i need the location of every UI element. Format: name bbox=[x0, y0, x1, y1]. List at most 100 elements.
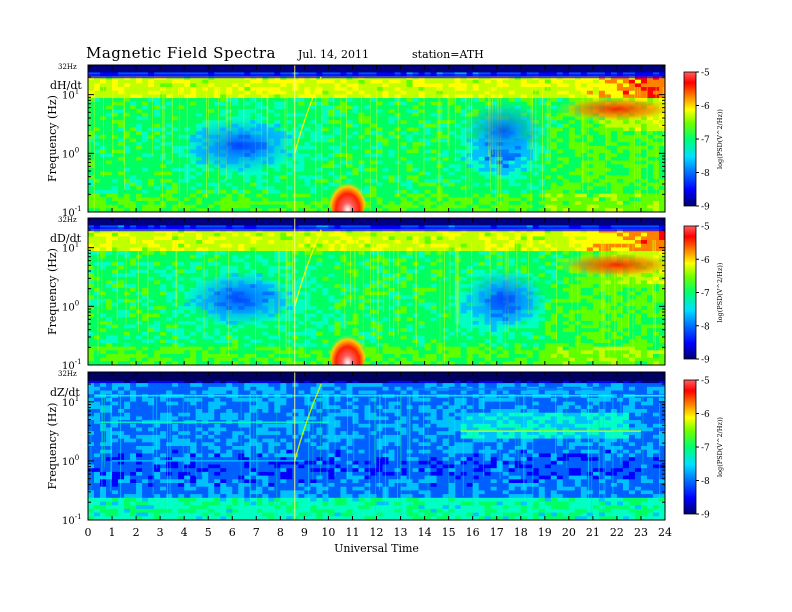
spectrogram-cell bbox=[448, 101, 456, 107]
spectrogram-cell bbox=[166, 236, 173, 241]
spectrogram-cell bbox=[556, 112, 564, 118]
spectrogram-cell bbox=[370, 167, 378, 173]
spectrogram-cell bbox=[172, 357, 179, 362]
spectrogram-cell bbox=[118, 265, 125, 271]
spectrogram-cell bbox=[646, 123, 654, 129]
spectrogram-cell bbox=[424, 105, 432, 110]
spectrogram-cell bbox=[316, 193, 324, 198]
spectrogram-cell bbox=[136, 309, 143, 315]
spectrogram-cell bbox=[508, 208, 516, 212]
spectrogram-cell bbox=[94, 193, 101, 198]
spectrogram-cell bbox=[160, 197, 167, 202]
spectrogram-cell bbox=[160, 101, 167, 107]
spectrogram-cell bbox=[334, 109, 342, 114]
spectrogram-cell bbox=[106, 306, 113, 311]
spectrogram-cell bbox=[592, 131, 600, 136]
spectrogram-cell bbox=[382, 186, 390, 191]
spectrogram-cell bbox=[316, 127, 324, 132]
spectrogram-cell bbox=[280, 116, 287, 121]
spectrogram-cell bbox=[172, 131, 179, 136]
spectrogram-cell bbox=[172, 232, 179, 237]
spectrogram-cell bbox=[196, 273, 203, 278]
spectrogram-cell bbox=[172, 134, 179, 140]
spectrogram-cell bbox=[274, 79, 281, 84]
station-label: station=ATH bbox=[412, 48, 484, 61]
spectrogram-cell bbox=[424, 186, 432, 191]
spectrogram-cell bbox=[208, 109, 215, 114]
spectrogram-cell bbox=[262, 200, 269, 206]
spectrogram-cell bbox=[640, 138, 648, 143]
spectrogram-cell bbox=[310, 98, 317, 103]
spectrogram-cell bbox=[196, 109, 203, 114]
spectrogram-cell bbox=[142, 98, 149, 103]
spectrogram-cell bbox=[412, 138, 420, 143]
spectrogram-cell bbox=[388, 120, 396, 125]
spectrogram-cell bbox=[178, 83, 185, 88]
spectrogram-cell bbox=[406, 189, 414, 195]
spectrogram-cell bbox=[592, 90, 600, 95]
spectrogram-cell bbox=[424, 167, 432, 173]
spectrogram-cell bbox=[358, 156, 366, 162]
spectrogram-cell bbox=[244, 208, 251, 212]
spectrogram-cell bbox=[106, 87, 113, 92]
spectrogram-cell bbox=[100, 189, 107, 195]
spectrogram-cell bbox=[286, 164, 293, 169]
spectrogram-cell bbox=[94, 342, 101, 348]
spectrogram-cell bbox=[100, 79, 107, 84]
spectrogram-cell bbox=[334, 79, 342, 84]
spectrogram-cell bbox=[100, 193, 107, 198]
spectrogram-streak bbox=[646, 87, 648, 196]
spectrogram-cell bbox=[292, 120, 299, 125]
spectrogram-cell bbox=[256, 200, 263, 206]
spectrogram-cell bbox=[364, 134, 372, 140]
spectrogram-cell bbox=[448, 200, 456, 206]
spectrogram-cell bbox=[622, 134, 630, 140]
spectrogram-cell bbox=[358, 116, 366, 121]
spectrogram-cell bbox=[190, 90, 197, 95]
spectrogram-cell bbox=[274, 204, 281, 209]
spectrogram-cell bbox=[484, 171, 492, 176]
spectrogram-cell bbox=[604, 83, 612, 88]
spectrogram-cell bbox=[250, 98, 257, 103]
spectrogram-cell bbox=[148, 291, 155, 296]
spectrogram-cell bbox=[88, 240, 95, 245]
spectrogram-cell bbox=[514, 171, 522, 176]
spectrogram-cell bbox=[634, 197, 642, 202]
spectrogram-cell bbox=[256, 98, 263, 103]
spectrogram-cell bbox=[382, 197, 390, 202]
spectrogram-cell bbox=[574, 83, 582, 88]
spectrogram-cell bbox=[166, 145, 173, 151]
spectrogram-cell bbox=[112, 186, 119, 191]
spectrogram-cell bbox=[586, 87, 594, 92]
spectrogram-cell bbox=[604, 167, 612, 173]
spectrogram-cell bbox=[142, 160, 149, 165]
spectrogram-cell bbox=[130, 232, 137, 237]
spectrogram-cell bbox=[178, 331, 185, 337]
spectrogram-cell bbox=[112, 160, 119, 165]
spectrogram-cell bbox=[184, 262, 191, 267]
spectrogram-cell bbox=[628, 149, 636, 154]
spectrogram-cell bbox=[226, 112, 233, 118]
spectrogram-cell bbox=[388, 134, 396, 140]
spectrogram-cell bbox=[568, 186, 576, 191]
spectrogram-streak bbox=[376, 87, 378, 184]
spectrogram-cell bbox=[160, 240, 167, 245]
spectrogram-cell bbox=[208, 193, 215, 198]
spectrogram-cell bbox=[538, 98, 546, 103]
spectrogram-cell bbox=[502, 204, 510, 209]
spectrogram-cell bbox=[442, 189, 450, 195]
spectrogram-cell bbox=[226, 197, 233, 202]
spectrogram-cell bbox=[370, 90, 378, 95]
spectrogram-cell bbox=[184, 269, 191, 274]
spectrogram-cell bbox=[244, 79, 251, 84]
spectrogram-cell bbox=[136, 156, 143, 162]
spectrogram-cell bbox=[286, 178, 293, 184]
spectrogram-cell bbox=[442, 156, 450, 162]
spectrogram-cell bbox=[538, 175, 546, 180]
spectrogram-cell bbox=[298, 105, 305, 110]
spectrogram-cell bbox=[526, 182, 534, 187]
spectrogram-cell bbox=[616, 145, 624, 151]
spectrogram-cell bbox=[646, 189, 654, 195]
spectrogram-cell bbox=[358, 142, 366, 147]
spectrogram-cell bbox=[628, 193, 636, 198]
